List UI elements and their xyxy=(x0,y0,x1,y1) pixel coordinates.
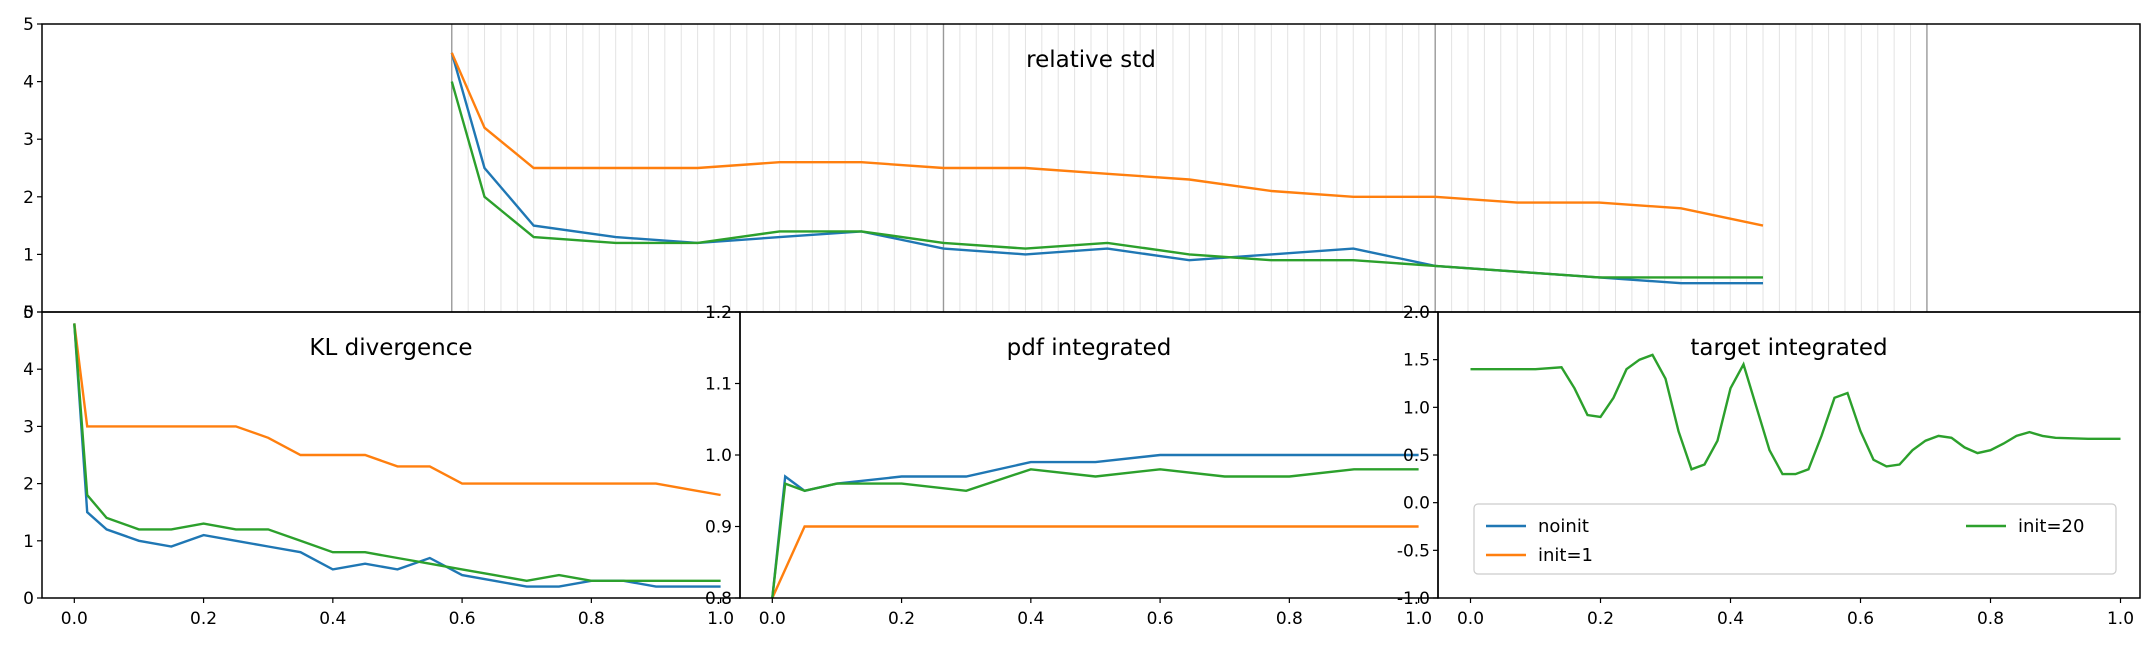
legend-label: noinit xyxy=(1538,516,1589,537)
kl-divergence-title: KL divergence xyxy=(309,335,472,361)
x-tick-label: 0.2 xyxy=(888,609,915,629)
y-tick-label: 0.0 xyxy=(1403,494,1430,514)
y-tick-label: 0.8 xyxy=(705,589,732,609)
x-tick-label: 0.4 xyxy=(1717,609,1744,629)
x-tick-label: 1.0 xyxy=(2107,609,2134,629)
series-line-init=20 xyxy=(771,468,1419,598)
y-tick-label: 1.0 xyxy=(705,446,732,466)
x-tick-label: 0.2 xyxy=(190,609,217,629)
x-tick-label: 0.8 xyxy=(1977,609,2004,629)
legend-label: init=1 xyxy=(1538,545,1593,566)
x-tick-label: 0.8 xyxy=(1276,609,1303,629)
y-tick-label: 0.9 xyxy=(705,518,732,538)
x-tick-label: 0.6 xyxy=(449,609,476,629)
y-tick-label: 3 xyxy=(23,130,34,150)
y-tick-label: 4 xyxy=(23,73,34,93)
legend-label: init=20 xyxy=(2018,516,2084,537)
relative-std-chart: 0 1 2 3 4 5 relative std xyxy=(23,15,2141,323)
x-tick-label: 0.4 xyxy=(1017,609,1044,629)
y-tick-label: 1.2 xyxy=(705,303,732,323)
y-tick-label: 2 xyxy=(23,188,34,208)
series-line-init=20 xyxy=(450,81,1763,279)
y-tick-label: 4 xyxy=(23,360,34,380)
x-tick-label: 0.6 xyxy=(1847,609,1874,629)
legend: noinit init=1 init=20 xyxy=(1473,503,2117,575)
x-tick-label: 0.6 xyxy=(1147,609,1174,629)
series-line-init=1 xyxy=(450,52,1764,227)
x-tick-label: 1.0 xyxy=(707,609,734,629)
x-tick-label: 0.0 xyxy=(61,609,88,629)
y-tick-label: 0 xyxy=(23,589,34,609)
y-tick-label: 0 xyxy=(23,303,34,323)
x-tick-label: 1.0 xyxy=(1405,609,1432,629)
y-tick-label: 2 xyxy=(23,475,34,495)
y-tick-label: 0.5 xyxy=(1403,446,1430,466)
y-tick-label: 5 xyxy=(23,303,34,323)
x-tick-label: 0.8 xyxy=(578,609,605,629)
x-tick-label: 0.4 xyxy=(319,609,346,629)
series-line-init=1 xyxy=(73,323,721,497)
y-tick-label: 1.1 xyxy=(705,375,732,395)
series-line-init=20 xyxy=(73,323,721,583)
y-tick-label: 1 xyxy=(23,532,34,552)
x-tick-label: 0.0 xyxy=(759,609,786,629)
x-tick-label: 0.0 xyxy=(1457,609,1484,629)
series-line-init=20 xyxy=(1470,353,2121,476)
x-tick-label: 0.2 xyxy=(1587,609,1614,629)
y-tick-label: 1 xyxy=(23,245,34,265)
target-integrated-title: target integrated xyxy=(1690,335,1887,361)
y-tick-label: 1.0 xyxy=(1403,398,1430,418)
y-tick-label: -1.0 xyxy=(1397,589,1430,609)
y-tick-label: 5 xyxy=(23,15,34,35)
y-tick-label: 3 xyxy=(23,417,34,437)
y-tick-label: 1.5 xyxy=(1403,351,1430,371)
series-line-init=1 xyxy=(771,525,1419,598)
y-tick-label: 2.0 xyxy=(1403,303,1430,323)
pdf-integrated-title: pdf integrated xyxy=(1007,335,1172,361)
target-integrated-chart: -1.0 -0.5 0.0 0.5 1.0 1.5 2.0 0.0 0.2 0.4 0.6 0.8 1.… xyxy=(1397,303,2141,629)
y-tick-label: -0.5 xyxy=(1397,541,1430,561)
relative-std-title: relative std xyxy=(1026,47,1156,73)
series-line-noinit xyxy=(73,323,721,588)
legend-box xyxy=(1473,503,2117,575)
